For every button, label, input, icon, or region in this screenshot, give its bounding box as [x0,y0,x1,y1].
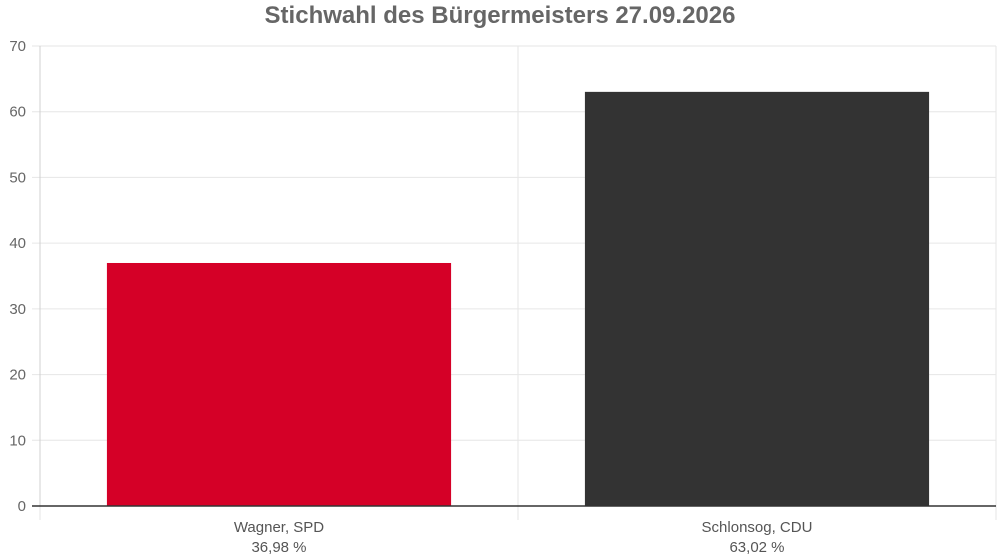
chart-title: Stichwahl des Bürgermeisters 27.09.2026 [264,2,736,29]
y-tick-label: 50 [9,169,26,186]
y-tick-label: 10 [9,432,26,449]
bars [106,91,930,507]
bar-1 [106,262,452,506]
y-tick-label: 0 [18,498,26,515]
bar-2 [584,91,930,507]
labels: 0 10 20 30 40 50 60 70 Wagner, SPD 36,98 % Schlons… [9,38,812,556]
x-category-label: Wagner, SPD [234,519,324,536]
y-tick-label: 70 [9,38,26,55]
x-value-label: 63,02 % [729,539,784,556]
y-tick-label: 30 [9,301,26,318]
y-tick-label: 20 [9,367,26,384]
x-value-label: 36,98 % [251,539,306,556]
y-tick-label: 40 [9,235,26,252]
axes [32,46,996,507]
y-tick-label: 60 [9,104,26,121]
x-category-label: Schlonsog, CDU [702,519,813,536]
